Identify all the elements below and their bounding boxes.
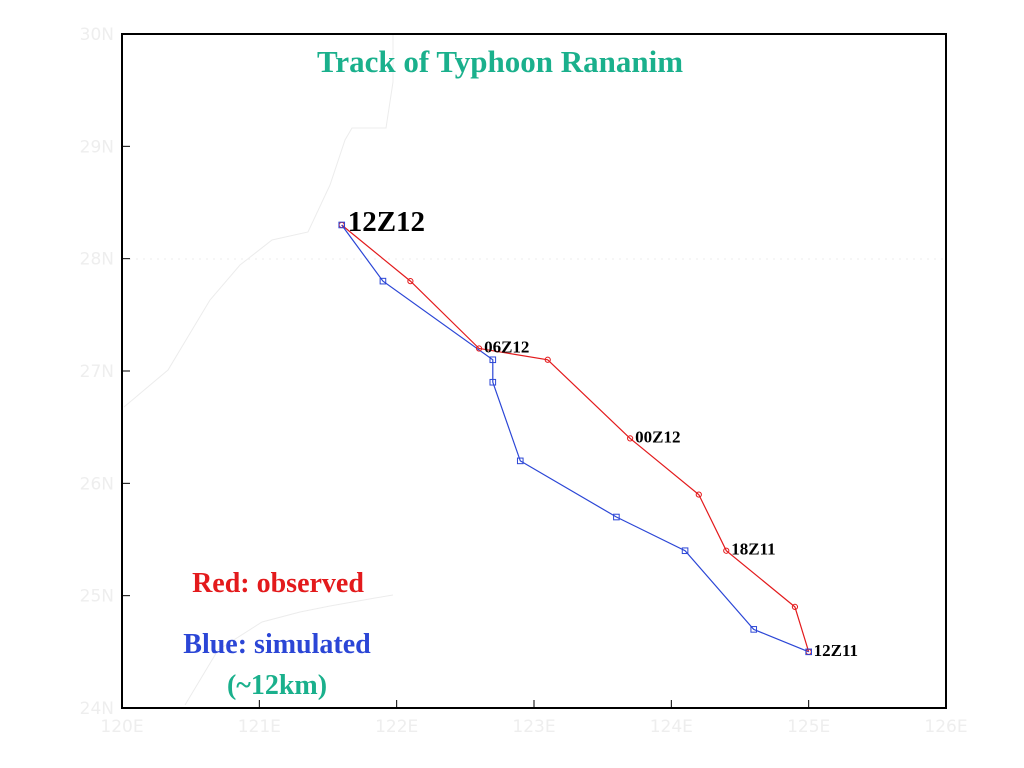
plot-frame: [121, 33, 947, 709]
observed-track-point: [627, 435, 634, 442]
x-tick-label: 120E: [100, 717, 143, 737]
track-markers: [338, 221, 812, 656]
observed-track-point: [695, 491, 702, 498]
x-tick-label: 123E: [512, 717, 555, 737]
legend-resolution: (~12km): [227, 670, 327, 701]
observed-track-point: [791, 603, 799, 611]
simulated-track-point: [805, 648, 812, 656]
y-tick-label: 29N: [80, 137, 114, 157]
simulated-track-point: [379, 277, 387, 285]
simulated-track-line: [341, 224, 809, 653]
observed-track-point: [475, 345, 483, 352]
simulated-track-point: [613, 513, 620, 521]
axis-ticks: 120E 121E 122E 123E 124E 125E 126E 24N 25N 26N 27N…: [80, 25, 968, 737]
x-tick-label: 126E: [924, 717, 967, 737]
observed-track-point: [407, 278, 414, 285]
track-lines: [341, 224, 810, 653]
y-tick-label: 24N: [80, 699, 114, 719]
x-tick-label: 125E: [787, 717, 830, 737]
simulated-track-point: [681, 547, 689, 555]
y-tick-label: 30N: [80, 25, 114, 45]
observed-track-line: [341, 224, 810, 652]
time-label-12z11: 12Z11: [814, 641, 858, 660]
time-label-00z12: 00Z12: [635, 427, 680, 446]
island-coastline: [184, 594, 394, 706]
simulated-track-point: [489, 356, 497, 364]
legend-observed: Red: observed: [192, 568, 364, 599]
map-title: Track of Typhoon Rananim: [317, 44, 683, 79]
y-tick-label: 28N: [80, 250, 114, 270]
coastline: [123, 35, 394, 408]
x-tick-label: 121E: [238, 717, 281, 737]
legend-simulated: Blue: simulated: [183, 629, 371, 660]
time-label-18z11: 18Z11: [731, 540, 775, 559]
y-tick-label: 26N: [80, 474, 114, 494]
simulated-track-point: [516, 457, 524, 465]
time-labels: 12Z11 18Z11 00Z12 06Z12 12Z12: [348, 206, 858, 660]
simulated-track-point: [750, 626, 758, 633]
y-tick-label: 27N: [80, 362, 114, 382]
x-tick-label: 124E: [650, 717, 693, 737]
time-label-12z12: 12Z12: [348, 206, 425, 238]
observed-track-point: [544, 356, 551, 363]
x-tick-label: 122E: [375, 717, 418, 737]
observed-track-point: [723, 547, 730, 554]
simulated-track-point: [338, 221, 346, 229]
y-tick-label: 25N: [80, 587, 114, 607]
simulated-track-point: [489, 378, 497, 386]
time-label-06z12: 06Z12: [484, 338, 529, 357]
